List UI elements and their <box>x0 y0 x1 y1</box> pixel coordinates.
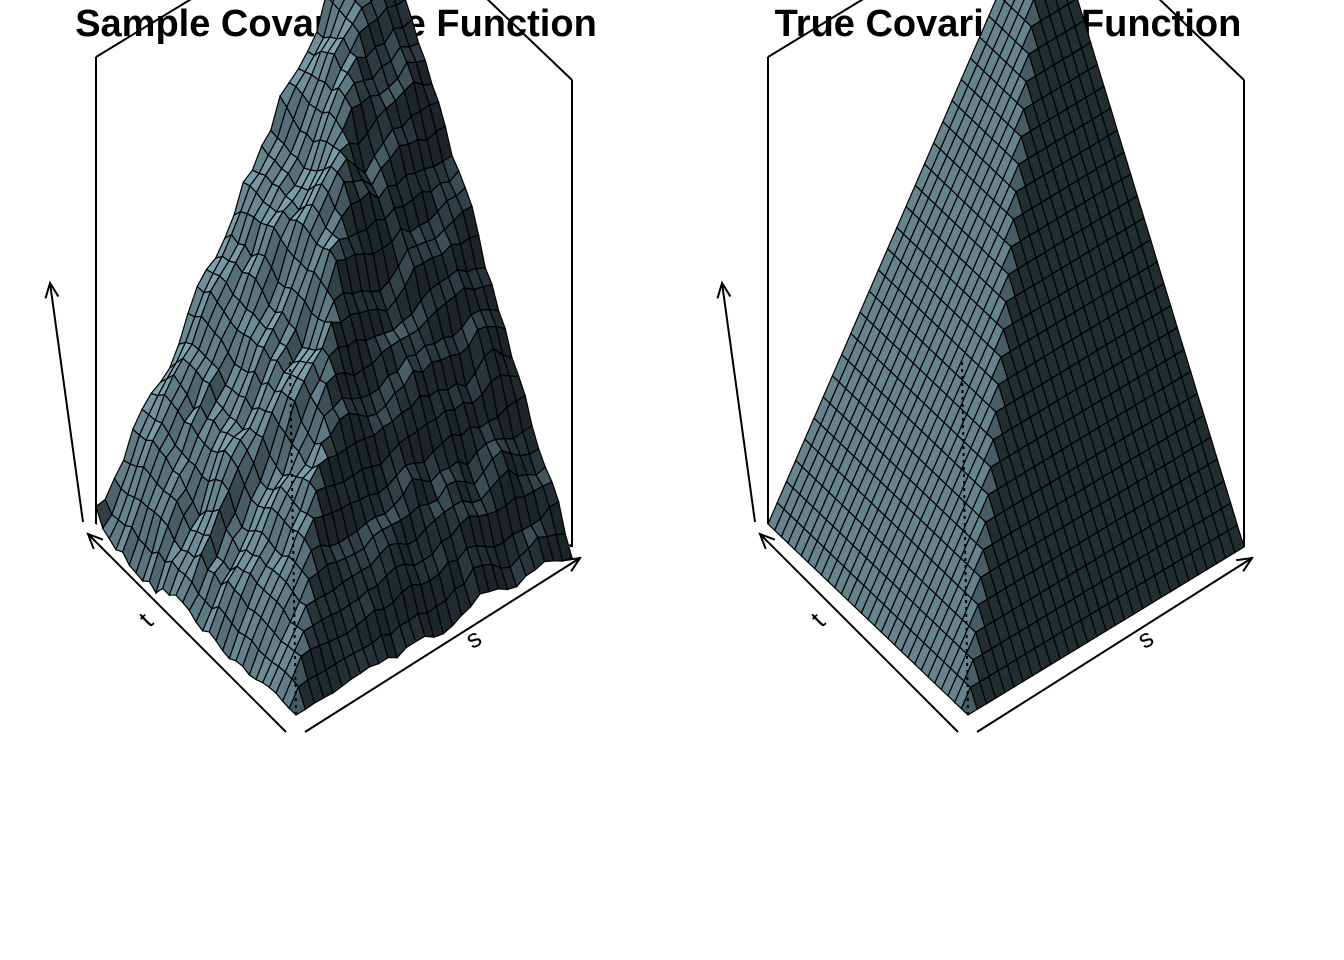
z-axis-arrow <box>716 280 756 523</box>
sample-surface-plot: t s <box>44 0 583 733</box>
surface-mesh <box>95 0 573 716</box>
box-edge <box>486 0 573 81</box>
plot-box-front <box>767 57 1245 716</box>
plot-box-front <box>95 57 573 716</box>
t-axis-arrow <box>86 532 287 733</box>
t-axis-arrow <box>758 532 959 733</box>
true-covariance-panel: True Covariance Function t s <box>672 0 1344 960</box>
axis-arrows <box>716 280 1255 733</box>
box-edge <box>961 361 969 716</box>
box-edge <box>289 361 297 716</box>
t-axis-label: t <box>132 606 159 633</box>
z-axis-arrow <box>44 280 84 523</box>
box-edge <box>767 0 864 58</box>
s-axis-arrow <box>304 556 583 733</box>
s-axis-arrow <box>976 556 1255 733</box>
s-axis-label: s <box>1132 622 1159 654</box>
surface-mesh <box>767 0 1245 716</box>
true-surface-plot: t s <box>716 0 1255 733</box>
t-axis-label: t <box>804 606 831 633</box>
sample-covariance-panel: Sample Covariance Function t s <box>44 0 597 733</box>
surface-facet <box>288 685 306 716</box>
s-axis-label: s <box>460 622 487 654</box>
axis-arrows <box>44 280 583 733</box>
box-edge <box>95 0 192 58</box>
box-edge <box>1158 0 1245 81</box>
surface-facet <box>960 685 978 716</box>
